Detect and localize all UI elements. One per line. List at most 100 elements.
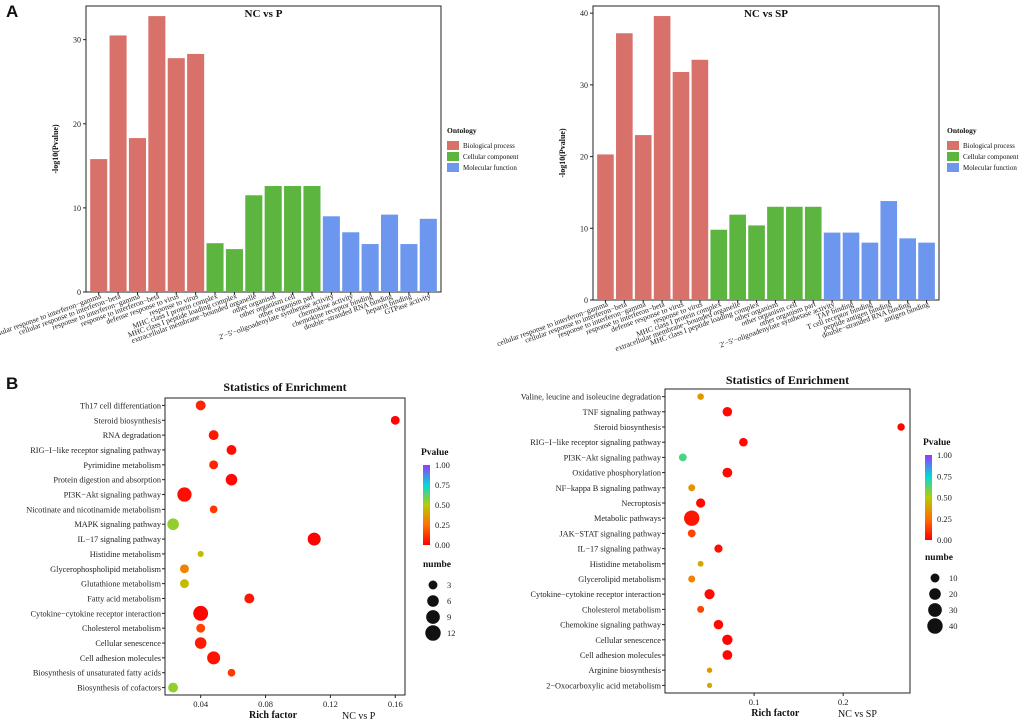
enrichment-dot (194, 637, 207, 649)
enrichment-dot (697, 605, 705, 613)
legend-swatch-3 (447, 163, 459, 172)
bar-4 (653, 16, 671, 300)
colorbar-tick-label: 0.75 (937, 471, 952, 481)
bar-5 (167, 58, 185, 293)
colorbar-tick-label: 0.50 (937, 493, 952, 503)
pathway-label: Glutathione metabolism (81, 580, 162, 589)
y-tick-label: 30 (580, 81, 588, 90)
legend-label: Molecular function (963, 164, 1017, 172)
bar-13 (322, 216, 340, 292)
colorbar-title: Pvalue (421, 448, 448, 458)
pathway-label: IL−17 signaling pathway (78, 535, 162, 544)
enrichment-dot (688, 575, 696, 583)
enrichment-title: Statistics of Enrichment (726, 373, 849, 387)
pathway-label: Protein digestion and absorption (53, 476, 161, 485)
enrichment-dot (197, 550, 204, 558)
size-legend-label: 12 (447, 628, 456, 638)
pathway-label: PI3K−Akt signaling pathway (564, 453, 662, 462)
size-legend-dot (927, 618, 943, 634)
enrichment-title: Statistics of Enrichment (223, 380, 346, 394)
enrichment-dot (177, 487, 192, 502)
legend-title: Ontology (947, 126, 977, 135)
pathway-label: Steroid biosynthesis (94, 416, 161, 425)
x-axis-label: Rich factor (249, 710, 298, 721)
bar-2 (616, 33, 633, 300)
panel-b-label: B (6, 374, 18, 393)
x-tick-label: 0.16 (388, 699, 403, 709)
pathway-label: Histidine metabolism (590, 560, 662, 569)
size-legend-label: 30 (949, 605, 958, 615)
pathway-label: Oxidative phosphorylation (572, 469, 662, 478)
bar-3 (128, 138, 147, 292)
pathway-label: Cholesterol metabolism (82, 624, 162, 633)
colorbar-tick-label: 1.00 (937, 450, 952, 460)
bar-10 (264, 186, 282, 292)
colorbar-tick-label: 0.00 (937, 535, 952, 545)
pathway-label: Glycerolipid metabolism (578, 575, 661, 584)
bar-chart-title-1: NC vs SP (744, 8, 788, 20)
enrichment-dot (195, 400, 206, 411)
pathway-label: Th17 cell differentiation (80, 401, 162, 410)
size-legend-label: 6 (447, 596, 451, 606)
pathway-label: JAK−STAT signaling pathway (559, 529, 661, 538)
pvalue-colorbar (925, 455, 932, 540)
legend-swatch-3 (947, 163, 959, 172)
enrichment-dot (225, 473, 238, 486)
bar-chart-title-0: NC vs P (245, 8, 283, 20)
bar-4 (148, 16, 166, 293)
enrichment-dot (697, 560, 704, 567)
x-tick-label: 0.1 (749, 697, 760, 707)
bar-18 (419, 218, 437, 292)
enrichment-dot (684, 510, 700, 526)
size-legend-title: numbe (925, 553, 953, 563)
enrichment-dot (722, 467, 733, 478)
enrichment-dot (180, 564, 189, 574)
size-legend-dot (425, 625, 441, 641)
pathway-label: Glycerophospholipid metabolism (50, 565, 161, 574)
colorbar-tick-label: 0.50 (435, 500, 450, 510)
y-tick-label: 10 (580, 224, 588, 233)
enrichment-dot (180, 579, 189, 589)
pathway-label: NF−kappa B signaling pathway (556, 484, 662, 493)
panel-a-label: A (6, 2, 18, 21)
x-tick-label: 0.08 (258, 699, 273, 709)
pathway-label: Steroid biosynthesis (594, 423, 661, 432)
bar-9 (245, 195, 263, 292)
size-legend-dot (428, 580, 438, 590)
pathway-label: Fatty acid metabolism (87, 594, 161, 603)
legend-label: Molecular function (463, 164, 517, 172)
enrichment-dot (207, 651, 221, 665)
x-axis-label: Rich factor (751, 708, 800, 719)
pathway-label: 2−Oxocarboxylic acid metabolism (546, 681, 661, 690)
dot-plot-frame-1 (164, 397, 406, 696)
enrichment-dot (688, 484, 696, 492)
enrichment-dot (196, 623, 206, 633)
pathway-label: Cytokine−cytokine receptor interaction (31, 609, 162, 618)
pathway-label: Pyrimidine metabolism (83, 461, 161, 470)
bar-18 (918, 242, 935, 300)
bar-5 (672, 71, 690, 300)
enrichment-dot (208, 430, 219, 441)
pathway-label: Cellular senescence (595, 636, 661, 645)
enrichment-dot (739, 437, 748, 447)
enrichment-dot (167, 518, 179, 531)
colorbar-tick-label: 0.25 (435, 520, 450, 530)
pathway-label: MAPK signaling pathway (74, 520, 162, 529)
enrichment-dot (713, 619, 724, 630)
comparison-label: NC vs SP (838, 709, 877, 720)
enrichment-dot (168, 682, 179, 693)
enrichment-dot (209, 460, 219, 470)
bar-1 (90, 159, 108, 292)
colorbar-title: Pvalue (923, 438, 950, 448)
enrichment-dot (704, 589, 715, 600)
bar-8 (225, 249, 243, 292)
pathway-label: PI3K−Akt signaling pathway (64, 491, 162, 500)
legend-swatch-1 (947, 141, 959, 150)
bar-17 (899, 238, 916, 300)
bar-11 (284, 186, 302, 292)
x-tick-label: 0.2 (838, 697, 849, 707)
y-axis-label: -log10(Pvalue) (51, 124, 60, 174)
bar-15 (361, 244, 379, 292)
enrichment-dot (390, 415, 400, 425)
